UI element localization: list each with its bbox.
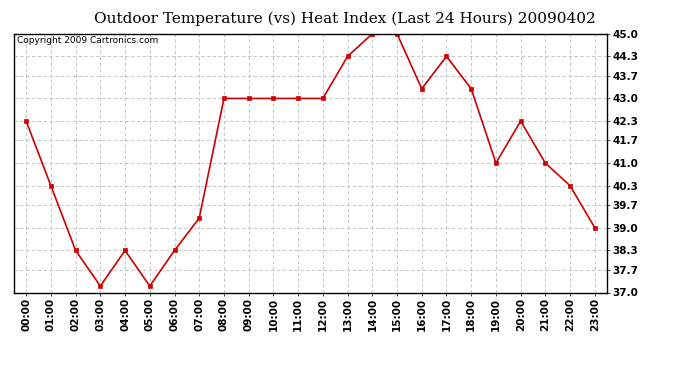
Text: Copyright 2009 Cartronics.com: Copyright 2009 Cartronics.com: [17, 36, 158, 45]
Text: Outdoor Temperature (vs) Heat Index (Last 24 Hours) 20090402: Outdoor Temperature (vs) Heat Index (Las…: [94, 11, 596, 26]
